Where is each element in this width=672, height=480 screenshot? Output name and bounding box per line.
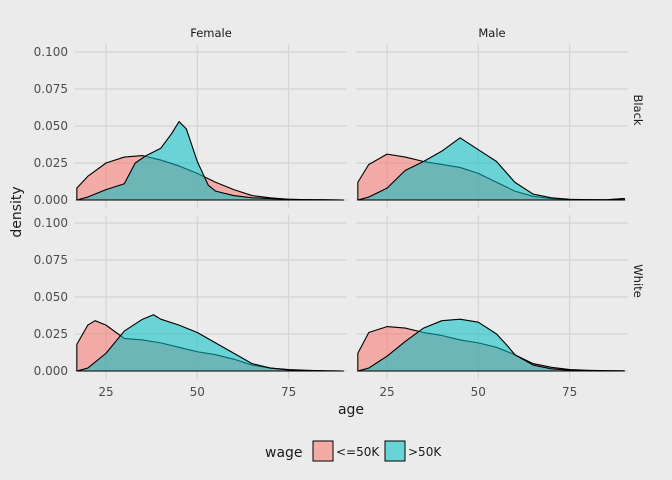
x-tick-label: 50 [190, 385, 205, 399]
panel-female-black [75, 44, 347, 208]
y-tick-label: 0.050 [34, 119, 68, 133]
legend: wage <=50K >50K [265, 440, 442, 462]
y-tick-label: 0.100 [34, 45, 68, 59]
strip-label-male: Male [478, 26, 505, 40]
panel-male-black [356, 44, 628, 208]
density-area-gt50k [76, 121, 344, 201]
legend-swatch-gt50k [384, 440, 406, 462]
density-area-gt50k [357, 137, 625, 201]
y-tick-label: 0.075 [34, 253, 68, 267]
panel-male-white [356, 215, 628, 379]
y-tick-label: 0.025 [34, 156, 68, 170]
legend-label-gt50k: >50K [408, 445, 442, 459]
axes-layer: Female Male Black White 0.000 0.025 0.050 0.075… [34, 26, 645, 399]
x-tick-label: 75 [562, 385, 577, 399]
y-axis-title: density [9, 186, 25, 237]
strip-label-white: White [631, 264, 645, 297]
y-tick-label: 0.025 [34, 327, 68, 341]
legend-title: wage [265, 445, 303, 461]
strip-label-female: Female [190, 26, 232, 40]
y-tick-label: 0.000 [34, 193, 68, 207]
x-tick-label: 75 [281, 385, 296, 399]
density-area-gt50k [76, 314, 344, 372]
legend-entries: <=50K >50K [312, 440, 442, 462]
density-area-gt50k [357, 318, 625, 372]
legend-swatch-le50k [312, 440, 334, 462]
legend-label-le50k: <=50K [336, 445, 380, 459]
x-tick-label: 50 [471, 385, 486, 399]
y-tick-label: 0.050 [34, 290, 68, 304]
strip-label-black: Black [631, 94, 645, 125]
y-tick-label: 0.100 [34, 216, 68, 230]
x-axis-title: age [338, 402, 364, 418]
panels-layer [75, 44, 628, 379]
y-tick-label: 0.075 [34, 82, 68, 96]
x-tick-label: 25 [98, 385, 113, 399]
x-tick-label: 25 [379, 385, 394, 399]
y-tick-label: 0.000 [34, 364, 68, 378]
panel-female-white [75, 215, 347, 379]
